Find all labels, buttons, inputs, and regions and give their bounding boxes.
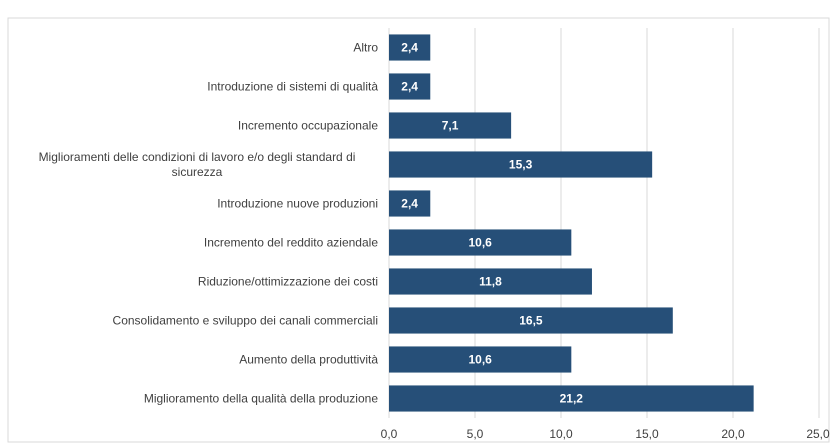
value-label: 10,6 bbox=[468, 236, 492, 250]
x-tick-label: 10,0 bbox=[549, 427, 573, 441]
category-label-text: Miglioramento della qualità della produz… bbox=[143, 391, 378, 405]
x-tick-label: 25,0 bbox=[806, 427, 830, 441]
value-label: 7,1 bbox=[442, 119, 459, 133]
category-label-text: Riduzione/ottimizzazione dei costi bbox=[197, 274, 378, 288]
value-label: 21,2 bbox=[560, 392, 584, 406]
category-label-text: Aumento della produttività bbox=[239, 352, 378, 366]
bar bbox=[389, 229, 572, 256]
bar bbox=[389, 112, 512, 139]
category-label-text: Introduzione nuove produzioni bbox=[217, 196, 378, 210]
bar bbox=[389, 190, 431, 217]
bar bbox=[389, 346, 572, 373]
category-label-text: Altro bbox=[353, 40, 378, 54]
category-label: Riduzione/ottimizzazione dei costi bbox=[8, 274, 378, 289]
value-label: 15,3 bbox=[509, 158, 533, 172]
category-label: Incremento del reddito aziendale bbox=[8, 235, 378, 250]
category-label-text: Consolidamento e sviluppo dei canali com… bbox=[112, 313, 378, 327]
value-label: 2,4 bbox=[401, 80, 418, 94]
bar bbox=[389, 307, 673, 334]
value-label: 2,4 bbox=[401, 41, 418, 55]
bar bbox=[389, 73, 431, 100]
category-label: Aumento della produttività bbox=[8, 352, 378, 367]
value-label: 16,5 bbox=[519, 314, 543, 328]
category-label-text: Incremento occupazionale bbox=[237, 118, 378, 132]
category-label: Altro bbox=[8, 40, 378, 55]
x-tick-label: 5,0 bbox=[467, 427, 484, 441]
category-label: Miglioramento della qualità della produz… bbox=[8, 391, 378, 406]
bar bbox=[389, 268, 592, 295]
x-tick-label: 0,0 bbox=[381, 427, 398, 441]
bar bbox=[389, 385, 754, 412]
value-label: 2,4 bbox=[401, 197, 418, 211]
x-tick-label: 20,0 bbox=[721, 427, 745, 441]
bar bbox=[389, 151, 653, 178]
category-label-text: Introduzione di sistemi di qualità bbox=[207, 79, 378, 93]
category-label: Incremento occupazionale bbox=[8, 118, 378, 133]
category-label-text: Incremento del reddito aziendale bbox=[203, 235, 378, 249]
category-label-text: Miglioramenti delle condizioni di lavoro… bbox=[38, 149, 356, 179]
value-label: 10,6 bbox=[468, 353, 492, 367]
category-label: Introduzione di sistemi di qualità bbox=[8, 79, 378, 94]
x-tick-label: 15,0 bbox=[635, 427, 659, 441]
category-label: Consolidamento e sviluppo dei canali com… bbox=[8, 313, 378, 328]
category-label: Miglioramenti delle condizioni di lavoro… bbox=[8, 150, 378, 180]
bar bbox=[389, 34, 431, 61]
value-label: 11,8 bbox=[479, 275, 502, 289]
category-label: Introduzione nuove produzioni bbox=[8, 196, 378, 211]
